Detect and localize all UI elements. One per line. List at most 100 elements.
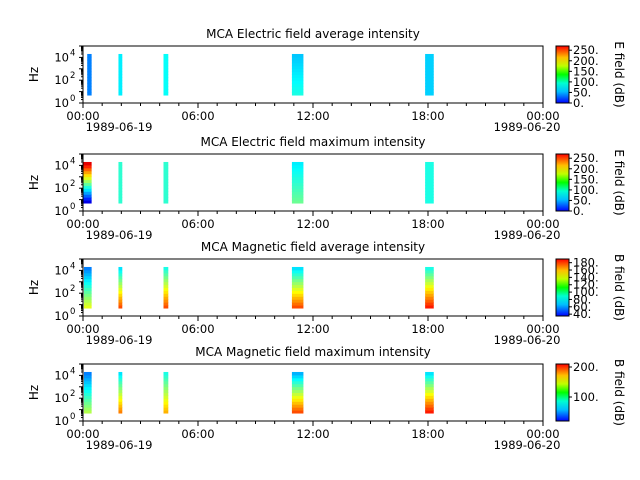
spectrogram-cell [118, 410, 123, 414]
x-tick-label: 00:00 [66, 217, 99, 231]
spectrogram-cell [291, 290, 304, 294]
spectrogram-cell [291, 305, 304, 309]
y-tick-exponent: 0 [70, 202, 75, 212]
spectrogram-cell [118, 74, 123, 78]
spectrogram-cell [118, 389, 123, 393]
spectrogram-cell [425, 284, 434, 288]
spectrogram-cell [163, 173, 169, 178]
spectrogram-cell [118, 374, 123, 379]
spectrogram-cell [163, 407, 169, 411]
spectrogram-cell [163, 290, 169, 294]
spectrogram-cell [425, 287, 434, 291]
spectrogram-cell [83, 188, 92, 192]
spectrogram-cell [163, 176, 169, 181]
y-tick-label: 10 [54, 96, 69, 110]
colorbar-tick-label: 150. [573, 172, 599, 186]
panel-4: MCA Magnetic field maximum intensity 00:0… [27, 345, 626, 452]
spectrogram-pass [118, 53, 123, 96]
spectrogram-cell [118, 173, 123, 178]
spectrogram-cell [291, 281, 304, 286]
spectrogram-cell [118, 407, 123, 411]
spectrogram-cell [163, 59, 169, 64]
spectrogram-cell [425, 179, 434, 183]
spectrogram-cell [425, 407, 434, 411]
spectrogram-cell [83, 272, 92, 277]
spectrogram-cell [425, 71, 434, 75]
colorbar-tick-label: 100. [573, 390, 599, 404]
spectrogram-cell [118, 86, 123, 90]
spectrogram-cell [83, 278, 92, 283]
spectrogram-cell [83, 383, 92, 388]
spectrogram-cell [163, 404, 169, 408]
spectrogram-cell [163, 287, 169, 291]
x-date-label: 1989-06-19 [86, 333, 153, 347]
spectrogram-cell [118, 188, 123, 192]
spectrogram-cell [118, 293, 123, 297]
spectrogram-cell [83, 401, 92, 405]
spectrogram-cell [163, 395, 169, 399]
spectrogram-cell [118, 404, 123, 408]
spectrogram-cell [425, 269, 434, 274]
spectrogram-cell [425, 164, 434, 169]
x-date-label: 1989-06-19 [86, 228, 153, 242]
spectrogram-cell [83, 284, 92, 288]
spectrogram-cell [163, 299, 169, 303]
x-tick-label: 18:00 [411, 217, 444, 231]
spectrogram-cell [83, 398, 92, 402]
spectrogram-cell [291, 395, 304, 399]
spectrogram-cell [425, 62, 434, 67]
y-tick-exponent: 0 [70, 412, 75, 422]
x-tick-label: 06:00 [181, 322, 214, 336]
spectrogram-cell [163, 377, 169, 382]
spectrogram-pass [291, 371, 304, 414]
spectrogram-cell [118, 80, 123, 84]
spectrogram-cell [291, 167, 304, 172]
x-tick-label: 18:00 [411, 427, 444, 441]
y-axis-label: Hz [27, 175, 41, 190]
spectrogram-cell [118, 164, 123, 169]
spectrogram-cell [163, 269, 169, 274]
spectrogram-cell [118, 302, 123, 306]
y-tick-exponent: 4 [70, 261, 75, 271]
spectrogram-cell [163, 386, 169, 391]
colorbar-label: E field (dB) [612, 149, 626, 215]
spectrogram-cell [163, 305, 169, 309]
spectrogram-pass [118, 371, 123, 414]
spectrogram-cell [425, 272, 434, 277]
colorbar-tick-label: 200. [573, 162, 599, 176]
spectrogram-cell [87, 80, 92, 84]
axes-frame [82, 45, 544, 104]
colorbar-tick-label: 180. [573, 256, 599, 270]
spectrogram-cell [291, 191, 304, 195]
spectrogram-cell [163, 293, 169, 297]
spectrogram-cell [83, 389, 92, 393]
spectrogram-cell [83, 176, 92, 181]
spectrogram-pass [425, 266, 434, 309]
spectrogram-cell [425, 200, 434, 204]
colorbar: 0.50.100.150.200.250. E field (dB) [555, 41, 626, 110]
spectrogram-cell [87, 59, 92, 64]
spectrogram-cell [291, 392, 304, 396]
spectrogram-cell [291, 71, 304, 75]
spectrogram-cell [83, 392, 92, 396]
spectrogram-cell [118, 71, 123, 75]
colorbar-tick-label: 0. [573, 96, 584, 110]
spectrogram-cell [163, 164, 169, 169]
spectrogram-cell [163, 65, 169, 70]
x-tick-label: 12:00 [296, 427, 329, 441]
spectrogram-cell [291, 194, 304, 198]
colorbar-tick-label: 100. [573, 285, 599, 299]
spectrogram-cell [163, 71, 169, 75]
spectrogram-cell [291, 188, 304, 192]
spectrogram-pass [163, 371, 169, 414]
x-tick-label: 18:00 [411, 322, 444, 336]
y-tick-exponent: 2 [70, 389, 75, 399]
spectrogram-cell [163, 200, 169, 204]
spectrogram-cell [118, 287, 123, 291]
y-tick-label: 10 [54, 368, 69, 382]
spectrogram-cell [291, 266, 304, 271]
spectrogram-cell [163, 410, 169, 414]
spectrogram-cell [163, 392, 169, 396]
spectrogram-cell [118, 200, 123, 204]
colorbar-tick-label: 60. [573, 300, 591, 314]
